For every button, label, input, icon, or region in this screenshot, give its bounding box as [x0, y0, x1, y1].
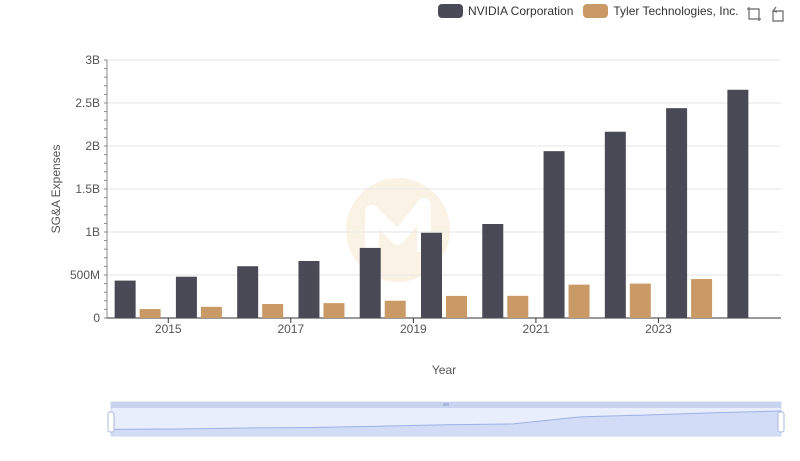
legend-item-nvidia[interactable]: NVIDIA Corporation	[438, 4, 573, 18]
x-tick-label: 2019	[400, 322, 427, 336]
zoom-preview-area	[111, 411, 781, 436]
axis-labels: 0 500M 1B 1.5B 2B 2.5B 3B 2015 2017 2019 2021 2023 Y…	[49, 53, 672, 377]
bar-nvidia-2020	[482, 224, 504, 318]
x-tick-label: 2023	[645, 322, 672, 336]
bar-nvidia-2015	[175, 276, 197, 318]
legend-swatch-tyler	[583, 4, 609, 18]
zoom-handle-left[interactable]	[107, 411, 115, 433]
y-tick-label: 2.5B	[75, 96, 100, 110]
data-zoom-slider[interactable]	[107, 401, 785, 437]
legend-item-tyler[interactable]: Tyler Technologies, Inc.	[583, 4, 739, 18]
zoom-icon[interactable]	[746, 6, 762, 22]
legend: NVIDIA Corporation Tyler Technologies, I…	[438, 4, 749, 18]
y-tick-label: 1.5B	[75, 182, 100, 196]
bar-nvidia-2016	[237, 266, 259, 318]
bar-nvidia-2023	[666, 108, 688, 318]
legend-swatch-nvidia	[438, 4, 463, 18]
bar-tyler-2014	[139, 309, 161, 318]
y-tick-label: 1B	[85, 225, 100, 239]
bar-tyler-2015	[200, 306, 222, 318]
bar-nvidia-2021	[543, 151, 565, 318]
bar-tyler-2017	[323, 303, 345, 318]
zoom-handle-right[interactable]	[777, 411, 785, 433]
x-tick-label: 2017	[277, 322, 304, 336]
y-tick-label: 2B	[85, 139, 100, 153]
bar-nvidia-2022	[604, 131, 626, 318]
bar-tyler-2018	[384, 300, 406, 318]
bar-tyler-2023	[691, 279, 713, 318]
bar-tyler-2020	[507, 295, 529, 318]
zoom-grip	[443, 403, 449, 406]
y-tick-label: 500M	[70, 268, 100, 282]
x-tick-label: 2015	[155, 322, 182, 336]
bar-nvidia-2019	[421, 232, 442, 318]
bar-tyler-2022	[629, 283, 651, 318]
x-tick-label: 2021	[523, 322, 550, 336]
bars	[114, 89, 749, 318]
bar-tyler-2016	[262, 303, 284, 318]
bar-nvidia-2017	[298, 260, 320, 318]
toolbox	[746, 6, 794, 22]
legend-label-tyler: Tyler Technologies, Inc.	[613, 4, 739, 18]
y-axis-title: SG&A Expenses	[49, 145, 63, 234]
y-tick-label: 3B	[85, 53, 100, 67]
zoom-preview-line	[110, 410, 782, 430]
bar-tyler-2021	[568, 284, 590, 318]
x-axis-title: Year	[432, 363, 456, 377]
bar-nvidia-2014	[114, 280, 136, 318]
bar-nvidia-2024	[727, 89, 749, 318]
restore-icon[interactable]	[770, 6, 786, 22]
legend-label-nvidia: NVIDIA Corporation	[468, 4, 574, 18]
bar-nvidia-2018	[359, 247, 381, 318]
y-tick-label: 0	[93, 311, 100, 325]
bar-tyler-2019	[446, 295, 467, 318]
